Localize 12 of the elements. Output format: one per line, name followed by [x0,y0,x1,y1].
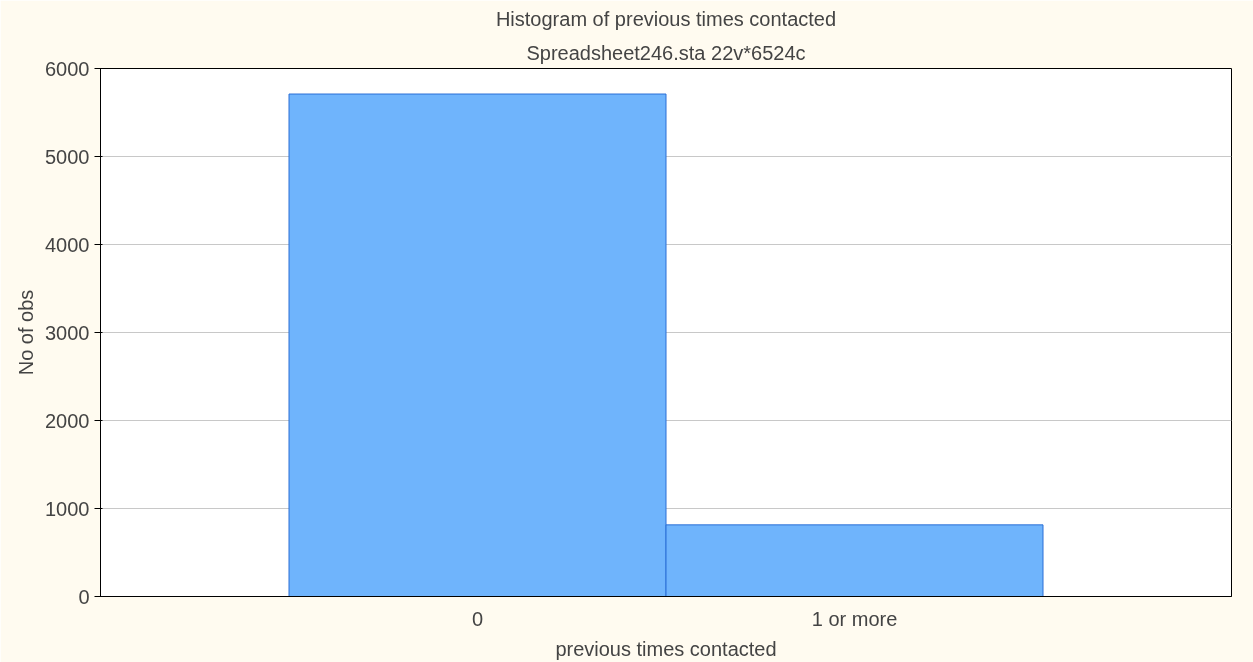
x-tick-label: 1 or more [811,607,898,630]
y-tick-label: 1000 [45,497,90,520]
x-axis-title: previous times contacted [555,637,777,660]
y-tick-label: 6000 [45,57,90,80]
y-tick-label: 0 [78,585,90,608]
chart-subtitle: Spreadsheet246.sta 22v*6524c [526,41,806,64]
y-tick-label: 4000 [45,233,90,256]
y-axis-title: No of obs [15,289,38,376]
y-tick-label: 2000 [45,409,90,432]
y-tick-label: 5000 [45,145,90,168]
chart-title: Histogram of previous times contacted [495,7,837,30]
y-tick-label: 3000 [45,321,90,344]
